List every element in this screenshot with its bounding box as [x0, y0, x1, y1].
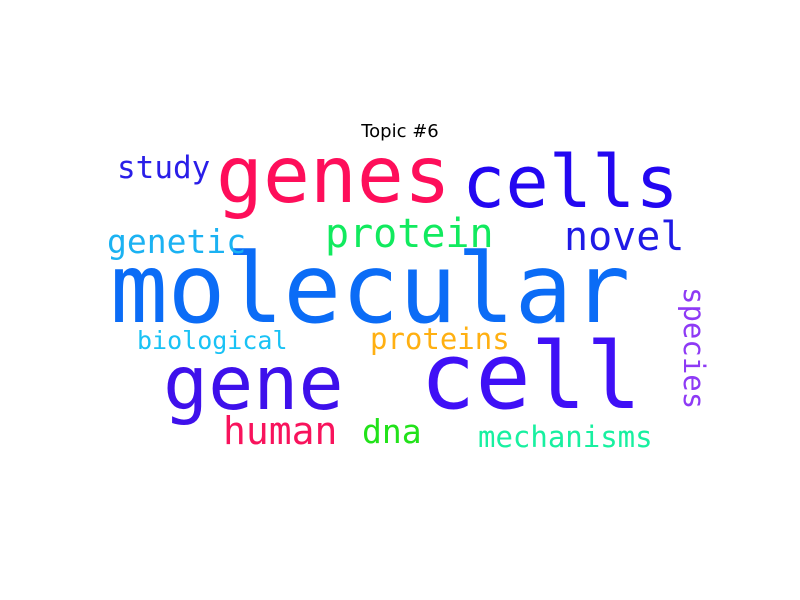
- word-gene: gene: [163, 339, 344, 427]
- word-molecular: molecular: [110, 233, 631, 345]
- chart-title: Topic #6: [361, 121, 439, 142]
- word-cells: cells: [462, 140, 679, 224]
- word-genes: genes: [216, 131, 451, 221]
- word-human: human: [223, 409, 338, 453]
- word-proteins: proteins: [370, 322, 510, 356]
- word-protein: protein: [325, 211, 494, 257]
- word-biological: biological: [137, 326, 288, 355]
- word-species: species: [677, 287, 711, 410]
- word-dna: dna: [362, 412, 422, 451]
- word-study: study: [117, 150, 211, 186]
- word-mechanisms: mechanisms: [478, 420, 653, 454]
- word-novel: novel: [564, 214, 685, 260]
- word-cell: cell: [420, 323, 642, 430]
- word-genetic: genetic: [107, 222, 247, 261]
